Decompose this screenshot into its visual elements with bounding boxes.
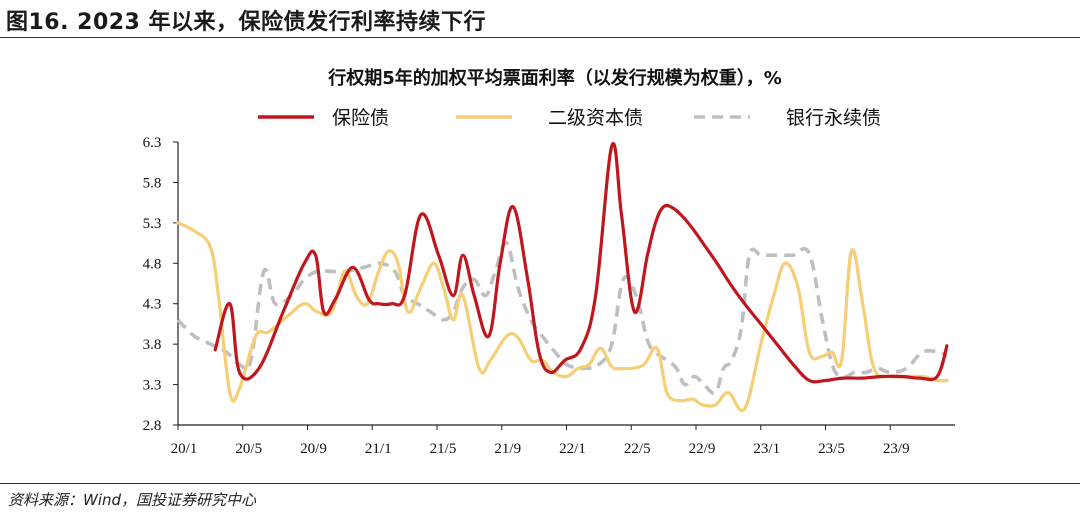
- x-tick-label: 20/1: [171, 441, 198, 457]
- insurance-bond-legend-label: 保险债: [332, 107, 389, 129]
- y-tick-label: 4.3: [143, 297, 162, 313]
- x-tick-label: 23/5: [818, 441, 845, 457]
- x-tick-label: 23/1: [753, 441, 780, 457]
- x-tick-label: 22/9: [689, 441, 716, 457]
- y-tick-label: 5.3: [143, 216, 162, 232]
- x-tick-label: 21/1: [365, 441, 392, 457]
- y-tick-label: 3.8: [143, 337, 162, 353]
- y-tick-label: 5.8: [143, 175, 162, 191]
- x-tick-label: 22/1: [559, 441, 586, 457]
- bank-perpetual-bond-line: [176, 241, 948, 396]
- tier2-capital-bond-legend-label: 二级资本债: [548, 107, 643, 129]
- y-tick-label: 4.8: [143, 256, 162, 272]
- y-tick-label: 6.3: [143, 135, 162, 151]
- source-note: 资料来源：Wind，国投证券研究中心: [8, 491, 257, 509]
- figure-title: 图16. 2023 年以来，保险债发行利率持续下行: [6, 10, 487, 35]
- x-tick-label: 22/5: [624, 441, 651, 457]
- bank-perpetual-bond-legend-label: 银行永续债: [786, 107, 881, 129]
- bottom-rule: [0, 483, 1080, 484]
- x-tick-label: 21/9: [494, 441, 521, 457]
- tier2-capital-bond-line: [176, 221, 949, 413]
- x-tick-label: 20/5: [235, 441, 262, 457]
- chart-title: 行权期5年的加权平均票面利率（以发行规模为权重），%: [327, 67, 782, 89]
- x-tick-label: 21/5: [430, 441, 457, 457]
- x-tick-label: 20/9: [300, 441, 327, 457]
- line-chart: 行权期5年的加权平均票面利率（以发行规模为权重），% 保险债 二级资本债 银行永续债…: [143, 67, 955, 457]
- series-layer: [176, 141, 949, 413]
- x-tick-label: 23/9: [883, 441, 910, 457]
- top-rule: [0, 37, 1080, 38]
- y-tick-label: 3.3: [143, 378, 162, 394]
- legend: 保险债 二级资本债 银行永续债: [258, 107, 881, 129]
- axes: 6.3 5.8 5.3 4.8 4.3 3.8 3.3 2.8 20/1 20/5 20/9 21/1…: [143, 135, 955, 457]
- insurance-bond-line: [213, 141, 949, 384]
- y-tick-label: 2.8: [143, 418, 162, 434]
